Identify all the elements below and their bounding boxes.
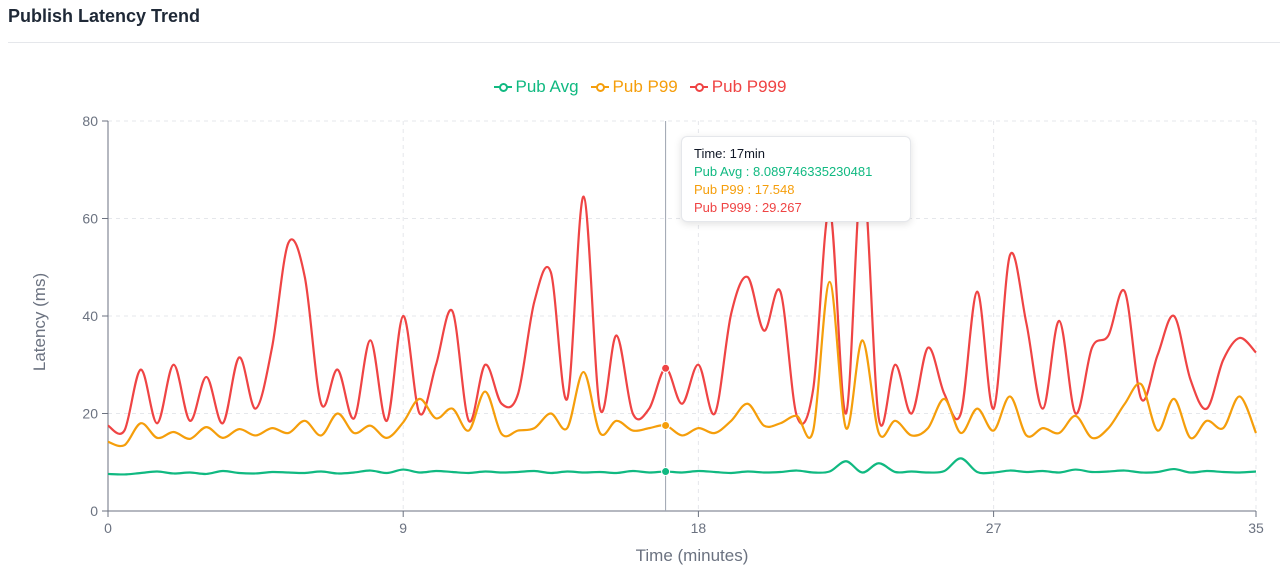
legend-label: Pub P99 [612,77,678,96]
tooltip-row-pub-avg: Pub Avg : 8.089746335230481 [694,164,873,179]
legend-item-pub-p999[interactable]: Pub P999 [689,77,787,97]
x-axis-label: Time (minutes) [636,546,749,565]
hover-point-pub-p99 [661,420,671,430]
x-tick-label: 27 [986,520,1002,536]
legend-label: Pub P999 [711,77,787,96]
x-tick-label: 18 [691,520,707,536]
series-line-pub-avg [107,457,1257,476]
tooltip-time: Time: 17min [694,146,766,161]
hover-point-pub-p999 [661,363,671,373]
legend-label: Pub Avg [515,77,579,96]
y-tick-label: 40 [82,308,98,324]
y-axis-label: Latency (ms) [30,273,49,371]
x-tick-label: 9 [399,520,407,536]
legend-item-pub-avg[interactable]: Pub Avg [493,77,579,97]
legend-item-pub-p99[interactable]: Pub P99 [590,77,678,97]
chart-tooltip: Time: 17min Pub Avg : 8.089746335230481 … [681,136,911,222]
legend-line-icon [493,81,512,93]
panel-header: Publish Latency Trend [8,0,1280,43]
legend-line-icon [689,81,708,93]
y-tick-label: 20 [82,406,98,422]
y-tick-label: 0 [90,503,98,519]
panel-title: Publish Latency Trend [8,6,201,26]
tooltip-row-pub-p99: Pub P99 : 17.548 [694,182,795,197]
y-tick-label: 80 [82,113,98,129]
y-tick-label: 60 [82,211,98,227]
x-tick-label: 35 [1248,520,1264,536]
hover-point-pub-avg [661,467,671,477]
x-tick-label: 0 [104,520,112,536]
tooltip-row-pub-p999: Pub P999 : 29.267 [694,200,802,215]
series-line-pub-p99 [107,280,1258,448]
chart-legend: Pub Avg Pub P99 Pub P999 [0,77,1280,97]
series-line-pub-p999 [107,168,1257,435]
legend-line-icon [590,81,609,93]
